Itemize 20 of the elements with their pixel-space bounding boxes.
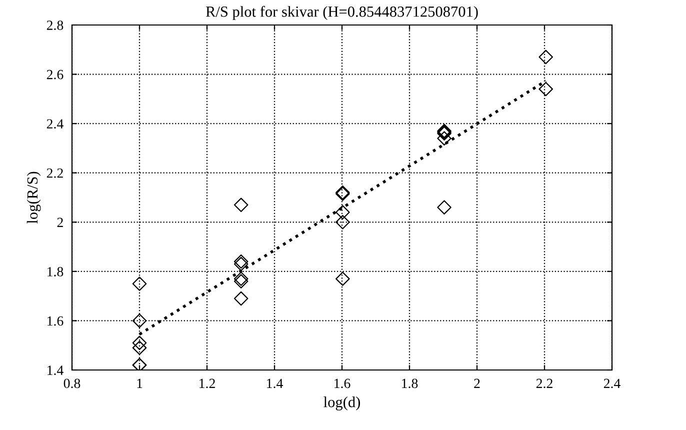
x-tick-label: 0.8 [64, 378, 80, 388]
y-tick-label: 2.2 [46, 168, 63, 178]
chart-title: R/S plot for skivar (H=0.854483712508701) [206, 6, 478, 20]
y-tick-label: 1.4 [48, 366, 64, 376]
x-tick-label: 2.4 [604, 378, 620, 388]
x-tick-label: 1.2 [200, 378, 215, 388]
x-tick-label: 2 [474, 378, 480, 388]
x-tick-label: 2.2 [536, 378, 552, 388]
y-tick-label: 2.6 [46, 70, 64, 80]
y-tick-label: 1.8 [48, 267, 64, 276]
y-axis-title: log(R/S) [26, 172, 41, 224]
y-tick-label: 2.8 [46, 20, 64, 30]
x-tick-label: 1.4 [267, 378, 283, 388]
x-tick-label: 1.6 [334, 378, 350, 388]
x-tick-label: 1.8 [402, 378, 418, 388]
x-axis-title: log(d) [324, 396, 360, 410]
y-tick-label: 1.6 [48, 316, 64, 326]
x-tick-label: 1 [137, 378, 142, 388]
y-tick-label: 2 [57, 218, 63, 227]
y-tick-label: 2.4 [46, 119, 64, 129]
